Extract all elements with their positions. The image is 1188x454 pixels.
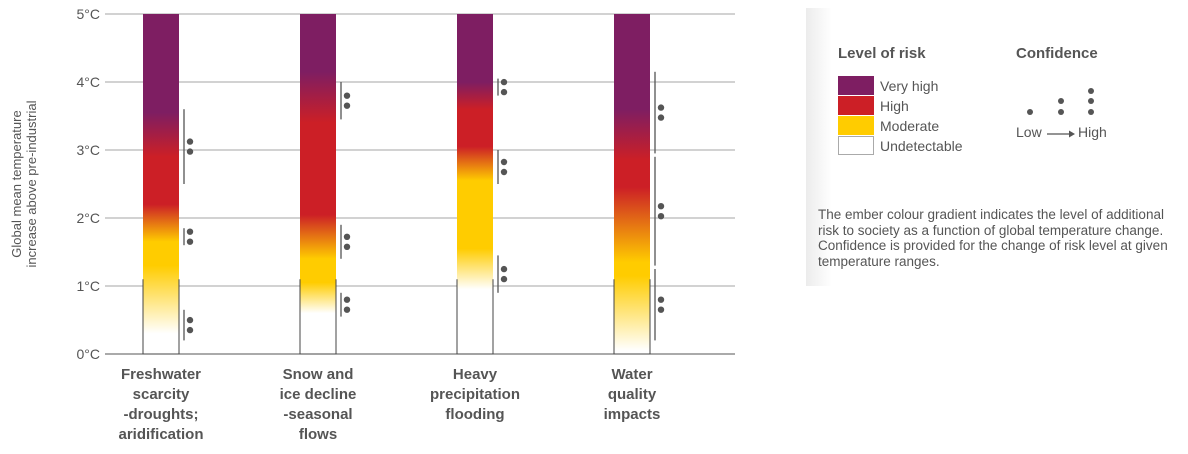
confidence-dot bbox=[1088, 109, 1094, 115]
arrow-right-icon bbox=[1047, 130, 1075, 138]
ember-outline bbox=[456, 279, 494, 355]
confidence-dot bbox=[657, 213, 665, 220]
category-label-line: -droughts; bbox=[124, 406, 199, 423]
swatch-high bbox=[838, 96, 874, 115]
confidence-dot bbox=[500, 168, 508, 176]
confidence-dot bbox=[186, 228, 194, 235]
y-axis-label: Global mean temperatureincrease above pr… bbox=[9, 100, 39, 267]
ember-bar bbox=[457, 14, 493, 354]
legend-label: Undetectable bbox=[880, 137, 963, 154]
confidence-dot bbox=[186, 238, 194, 245]
category-label-line: Water bbox=[611, 366, 652, 383]
ember-bar bbox=[300, 14, 336, 354]
confidence-dot bbox=[343, 296, 351, 303]
ember-outline bbox=[613, 279, 651, 355]
legend-label: Moderate bbox=[880, 117, 940, 134]
confidence-dot bbox=[1058, 109, 1064, 115]
legend-item-undetectable: Undetectable bbox=[838, 136, 963, 155]
confidence-dot bbox=[1027, 109, 1033, 115]
confidence-low-label: Low bbox=[1016, 124, 1042, 140]
y-axis-label-line: Global mean temperature bbox=[9, 110, 24, 257]
confidence-dot bbox=[186, 138, 194, 145]
category-label-line: Freshwater bbox=[121, 366, 201, 383]
ember-outline bbox=[299, 279, 337, 355]
legend-note: The ember colour gradient indicates the … bbox=[818, 207, 1168, 269]
ember-bar bbox=[143, 14, 179, 354]
confidence-dot bbox=[657, 203, 665, 210]
confidence-dot bbox=[186, 326, 194, 334]
category-label-line: precipitation bbox=[430, 386, 520, 403]
category-label-line: aridification bbox=[118, 426, 203, 443]
category-label-line: scarcity bbox=[133, 386, 190, 403]
category-label-line: -seasonal bbox=[283, 406, 352, 423]
legend-item-very-high: Very high bbox=[838, 76, 938, 95]
confidence-dot bbox=[186, 316, 194, 324]
confidence-dot bbox=[500, 265, 508, 273]
category-label-line: flooding bbox=[445, 406, 504, 423]
category-label-line: ice decline bbox=[280, 386, 357, 403]
category-label: Freshwater scarcity -droughts; aridificatio… bbox=[118, 366, 203, 443]
confidence-dot bbox=[657, 296, 665, 303]
risk-legend-title: Level of risk bbox=[838, 45, 926, 62]
legend-item-high: High bbox=[838, 96, 909, 115]
legend-label: High bbox=[880, 97, 909, 114]
confidence-dot bbox=[343, 306, 351, 313]
category-label-line: Heavy bbox=[453, 366, 498, 383]
confidence-dot bbox=[1088, 98, 1094, 104]
confidence-dot bbox=[657, 114, 665, 121]
confidence-dot bbox=[343, 92, 351, 99]
swatch-undetectable bbox=[838, 136, 874, 155]
category-label-line: quality bbox=[608, 386, 657, 403]
y-tick-label: 3°C bbox=[77, 142, 101, 158]
legend-item-moderate: Moderate bbox=[838, 116, 939, 135]
confidence-dot bbox=[500, 88, 508, 96]
confidence-dot bbox=[500, 275, 508, 283]
legend-label: Very high bbox=[880, 77, 939, 94]
legend: Level of risk Very high High Moderate Un… bbox=[806, 8, 1188, 288]
swatch-moderate bbox=[838, 116, 874, 135]
category-label-line: Snow and bbox=[283, 366, 354, 383]
confidence-dot bbox=[343, 102, 351, 109]
confidence-dot bbox=[657, 104, 665, 111]
confidence-dot bbox=[1058, 98, 1064, 104]
swatch-very-high bbox=[838, 76, 874, 95]
ember-outline bbox=[142, 279, 180, 355]
category-label-line: flows bbox=[299, 426, 337, 443]
confidence-legend-title: Confidence bbox=[1016, 45, 1098, 62]
confidence-dot bbox=[186, 148, 194, 155]
category-label: Snow and ice decline -seasonal flows bbox=[280, 366, 357, 443]
ember-chart: 0°C 1°C 2°C 3°C 4°C 5°C Global mean temperatur… bbox=[9, 6, 735, 443]
confidence-dot bbox=[500, 78, 508, 86]
confidence-dot bbox=[343, 233, 351, 240]
confidence-dot bbox=[343, 243, 351, 250]
y-tick-label: 0°C bbox=[77, 346, 101, 362]
confidence-dot bbox=[500, 158, 508, 166]
legend-divider bbox=[806, 8, 832, 286]
y-axis-label-line: increase above pre-industrial bbox=[24, 100, 39, 267]
y-tick-label: 1°C bbox=[77, 278, 101, 294]
category-label: Water quality impacts bbox=[604, 366, 661, 423]
category-label: Heavy precipitation flooding bbox=[430, 366, 520, 423]
category-label-line: impacts bbox=[604, 406, 661, 423]
confidence-dot bbox=[657, 306, 665, 313]
confidence-dot bbox=[1088, 88, 1094, 94]
y-tick-label: 5°C bbox=[77, 6, 101, 22]
y-tick-label: 2°C bbox=[77, 210, 101, 226]
confidence-high-label: High bbox=[1078, 124, 1107, 140]
y-tick-label: 4°C bbox=[77, 74, 101, 90]
ember-bar bbox=[614, 14, 650, 354]
